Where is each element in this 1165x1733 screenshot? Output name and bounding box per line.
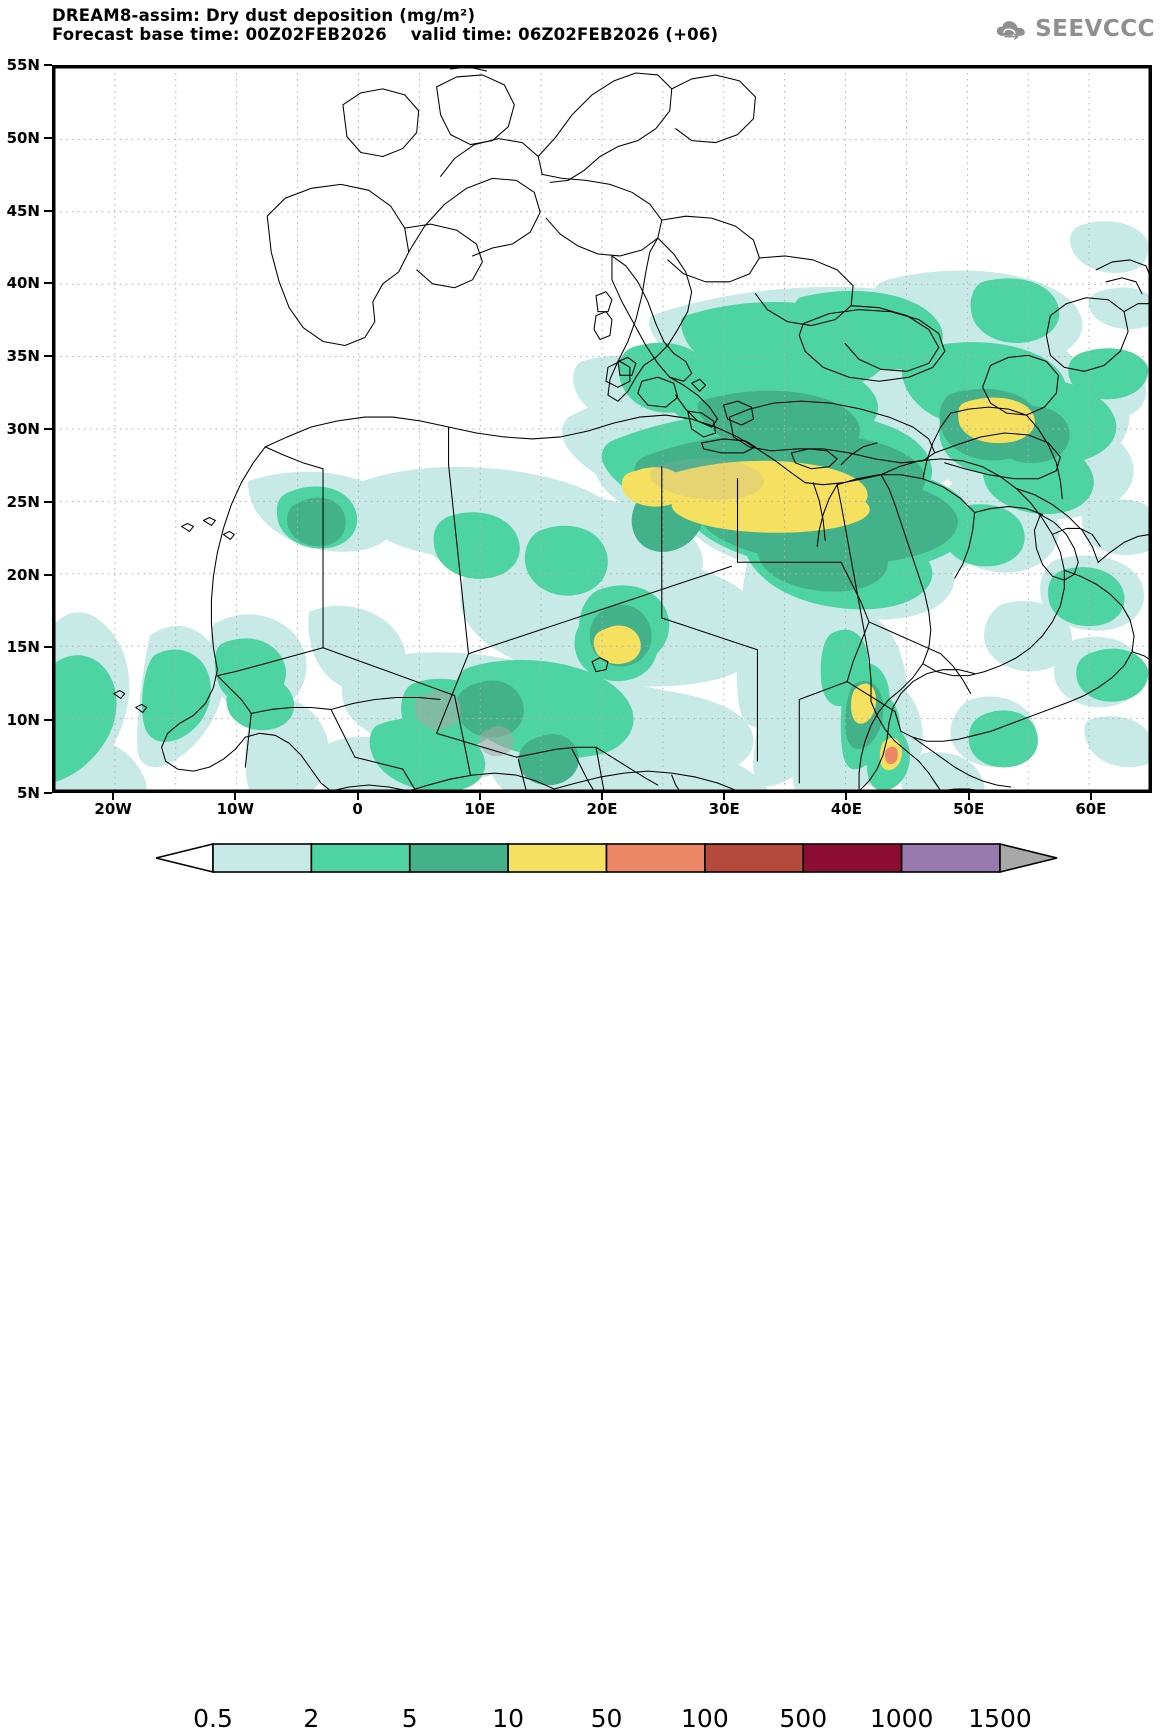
lat-tick-label: 10N <box>6 711 40 730</box>
lon-tick-mark <box>112 793 115 800</box>
colorbar: 0.5 2 5 10 50 100 500 1000 1500 <box>0 838 1165 1733</box>
title-line-1: DREAM8-assim: Dry dust deposition (mg/m²… <box>52 6 476 25</box>
lat-tick-label: 20N <box>6 565 40 584</box>
title-line-2: Forecast base time: 00Z02FEB2026 valid t… <box>52 25 719 45</box>
lat-tick-mark <box>44 719 52 722</box>
lat-tick-mark <box>44 209 52 212</box>
lon-tick-mark <box>1089 793 1092 800</box>
contour-band-50-100 <box>884 746 898 765</box>
colorbar-tick-label: 1500 <box>968 1704 1032 1733</box>
colorbar-tick-label: 5 <box>401 1704 418 1733</box>
colorbar-segment <box>212 843 313 873</box>
lat-tick-mark <box>44 282 52 285</box>
contour-band-10-50 <box>593 397 1035 771</box>
lon-tick-mark <box>967 793 970 800</box>
colorbar-segment <box>310 843 411 873</box>
map-plot-area <box>52 65 1152 793</box>
lat-tick-mark <box>44 792 52 794</box>
lat-tick-mark <box>44 646 52 649</box>
lon-tick-mark <box>601 793 603 800</box>
lat-tick-label: 35N <box>6 347 40 366</box>
lat-tick-mark <box>44 428 52 430</box>
lon-tick-mark <box>356 793 359 800</box>
lon-tick-label: 50E <box>953 800 985 818</box>
coastlines-and-borders <box>113 67 1150 791</box>
colorbar-tick-label: 50 <box>590 1704 623 1733</box>
lat-tick-mark <box>44 136 52 139</box>
seevccc-logo: SEEVCCC <box>995 8 1155 50</box>
colorbar-segment <box>408 843 509 873</box>
lat-tick-mark <box>44 500 52 503</box>
colorbar-under-arrow <box>155 842 214 874</box>
lat-tick-label: 50N <box>6 128 40 147</box>
map-title-block: DREAM8-assim: Dry dust deposition (mg/m²… <box>52 6 718 45</box>
colorbar-segment <box>802 843 903 873</box>
lon-tick-label: 60E <box>1075 800 1107 818</box>
lat-tick-mark <box>44 355 52 358</box>
lon-tick-label: 10W <box>216 800 255 818</box>
logo-text: SEEVCCC <box>1035 16 1155 42</box>
lat-tick-label: 55N <box>6 56 40 74</box>
colorbar-tick-label: 0.5 <box>193 1704 233 1733</box>
contour-band-over <box>414 458 764 757</box>
lon-tick-label: 40E <box>830 800 862 818</box>
lon-tick-label: 20E <box>586 800 618 818</box>
colorbar-segment <box>605 843 706 873</box>
colorbar-tick-label: 10 <box>492 1704 525 1733</box>
lat-tick-label: 40N <box>6 274 40 293</box>
lon-tick-label: 20W <box>94 800 132 818</box>
colorbar-segment <box>704 843 805 873</box>
colorbar-tick-label: 2 <box>303 1704 320 1733</box>
dust-deposition-field <box>54 67 1150 791</box>
colorbar-tick-label: 500 <box>779 1704 828 1733</box>
colorbar-tick-label: 1000 <box>869 1704 934 1733</box>
lat-tick-label: 15N <box>6 638 40 657</box>
lon-tick-label: 30E <box>708 800 740 818</box>
lon-tick-mark <box>234 793 237 800</box>
lat-tick-label: 45N <box>6 201 40 220</box>
colorbar-swatches <box>155 842 1058 874</box>
lon-tick-label: 10E <box>464 800 496 818</box>
lon-tick-label: 0 <box>352 800 363 818</box>
lat-tick-label: 30N <box>6 420 40 438</box>
colorbar-segment <box>900 843 1001 873</box>
cloud-wind-icon <box>996 21 1025 40</box>
lat-tick-mark <box>44 64 52 66</box>
lon-tick-mark <box>845 793 848 800</box>
lat-tick-label: 25N <box>6 492 40 511</box>
lon-tick-mark <box>478 793 481 800</box>
colorbar-segment <box>507 843 608 873</box>
lat-tick-label: 5N <box>17 784 40 802</box>
lat-tick-mark <box>44 573 52 576</box>
lon-tick-mark <box>723 793 726 800</box>
dust-forecast-map-page: DREAM8-assim: Dry dust deposition (mg/m²… <box>0 6 1165 1733</box>
colorbar-tick-label: 100 <box>681 1704 729 1733</box>
colorbar-over-arrow <box>999 842 1058 874</box>
